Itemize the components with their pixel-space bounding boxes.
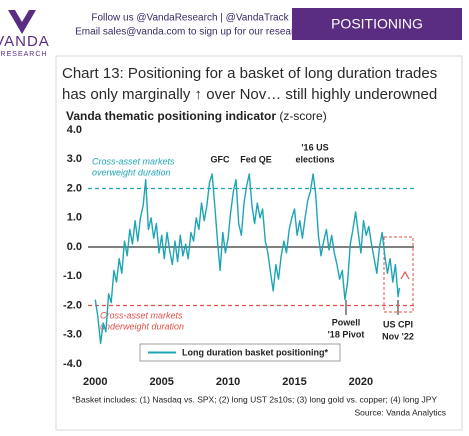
annotation: underweight duration xyxy=(100,321,184,331)
annotation: elections xyxy=(295,154,334,164)
series-line xyxy=(94,173,401,345)
section: POSITIONING xyxy=(331,16,423,32)
title: Chart 13: Positioning for a basket of lo… xyxy=(62,65,437,82)
annotation: '18 Pivot xyxy=(328,329,365,339)
y-tick-label: -1.0 xyxy=(63,270,82,282)
footnote: *Basket includes: (1) Nasdaq vs. SPX; (2… xyxy=(72,394,437,404)
annotation: '16 US xyxy=(301,142,328,152)
y-tick-label: 4.0 xyxy=(67,124,82,136)
annotation: Cross-asset markets xyxy=(92,156,175,166)
y-tick-label: 2.0 xyxy=(67,182,82,194)
logo-name: VANDA xyxy=(0,33,50,50)
x-tick-label: 2010 xyxy=(216,376,240,388)
y-tick-label: -2.0 xyxy=(63,299,82,311)
x-tick-label: 2020 xyxy=(349,376,373,388)
x-tick-label: 2015 xyxy=(282,376,306,388)
email: Email sales@vanda.com to sign up for our… xyxy=(75,27,305,38)
logo-icon xyxy=(8,10,36,34)
annotation: overweight duration xyxy=(92,167,171,177)
frame xyxy=(55,55,463,431)
title: has only marginally ↑ over Nov… still hi… xyxy=(62,86,437,103)
y-tick-label: -3.0 xyxy=(63,329,82,341)
subtitle-unit: (z-score) xyxy=(279,109,326,123)
y-tick-label: 0.0 xyxy=(67,241,82,253)
y-tick-label: 1.0 xyxy=(67,212,82,224)
legend-box xyxy=(139,343,341,362)
subtitle: Vanda thematic positioning indicator (z-… xyxy=(66,109,327,123)
highlight-box xyxy=(383,236,414,313)
y-tick-label: -4.0 xyxy=(63,358,82,370)
annotation: US CPI xyxy=(383,319,413,329)
annotation: Fed QE xyxy=(240,154,272,164)
annotation: Nov '22 xyxy=(382,331,414,341)
logo-sub: RESEARCH xyxy=(1,51,48,58)
legend-label: Long duration basket positioning* xyxy=(182,347,328,357)
follow: Follow us @VandaResearch | @VandaTrack xyxy=(91,13,289,24)
subtitle-main: Vanda thematic positioning indicator xyxy=(66,109,276,123)
annotation: GFC xyxy=(211,154,230,164)
annotation: Cross-asset markets xyxy=(100,310,183,320)
x-tick-label: 2005 xyxy=(149,376,173,388)
annotation: Powell xyxy=(332,317,361,327)
section-box xyxy=(292,8,462,40)
x-tick-label: 2000 xyxy=(83,376,107,388)
y-tick-label: 3.0 xyxy=(67,153,82,165)
source: Source: Vanda Analytics xyxy=(354,407,446,417)
highlight-arrow xyxy=(400,270,410,280)
